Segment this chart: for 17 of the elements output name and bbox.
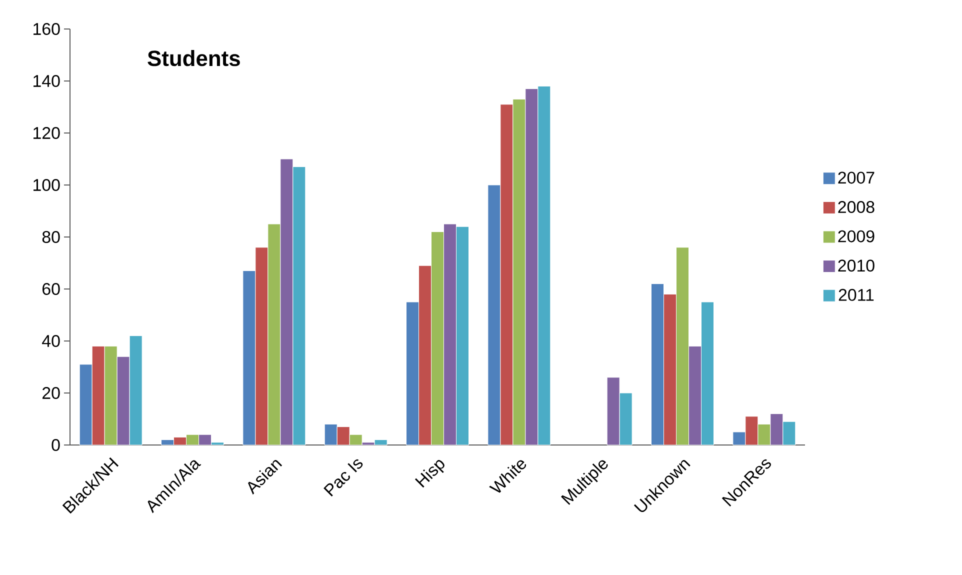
legend-label: 2008 <box>838 201 874 214</box>
legend-label: 2009 <box>838 230 874 242</box>
x-tick-label: Pac Is <box>324 459 363 496</box>
legend-label: 2010 <box>838 260 874 272</box>
y-tick-label: 0 <box>52 438 60 451</box>
text: Students <box>148 50 240 66</box>
y-tick-label: 160 <box>34 22 60 35</box>
legend-label: 2011 <box>838 288 874 301</box>
y-tick-label: 100 <box>34 178 60 191</box>
y-tick-label: 20 <box>42 386 60 399</box>
y-tick-label: 120 <box>34 126 60 139</box>
legend-label: 2007 <box>838 172 874 184</box>
y-tick-label: 140 <box>34 74 60 87</box>
y-tick-label: 40 <box>42 334 60 347</box>
x-tick-label: Hisp <box>414 460 444 488</box>
y-tick-label: 80 <box>42 230 60 243</box>
y-tick-label: 60 <box>42 282 60 295</box>
